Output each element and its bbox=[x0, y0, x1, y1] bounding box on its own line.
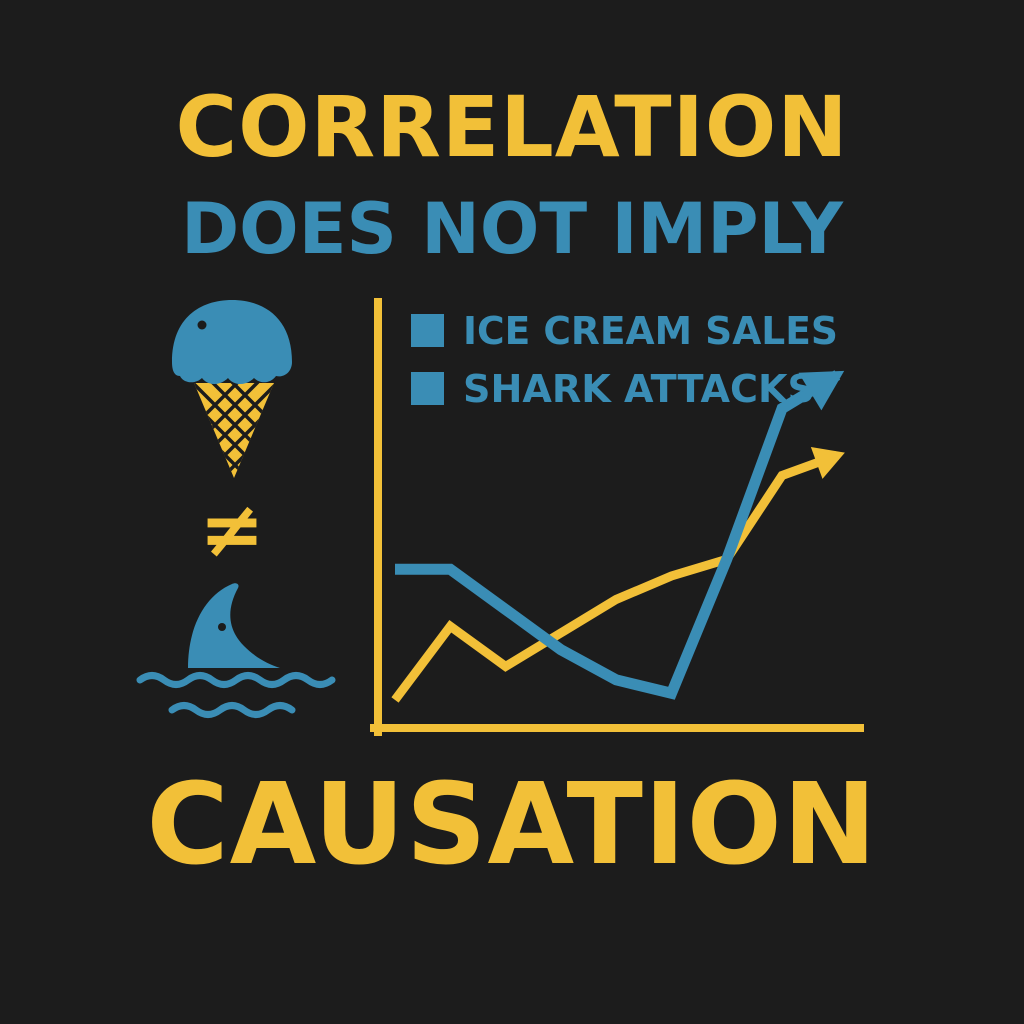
legend-label: ICE CREAM SALES bbox=[463, 309, 838, 353]
series-line bbox=[395, 370, 841, 700]
legend-swatch bbox=[411, 314, 444, 347]
chart-axes bbox=[370, 298, 864, 736]
series-ice-cream-sales bbox=[394, 370, 845, 700]
headline-correlation: CORRELATION bbox=[175, 78, 849, 176]
headline-does-not-imply: DOES NOT IMPLY bbox=[181, 188, 843, 270]
arrow-head bbox=[810, 446, 845, 479]
legend-label: SHARK ATTACKS bbox=[463, 367, 815, 411]
series-layer bbox=[391, 370, 845, 703]
arrow-head bbox=[798, 370, 845, 411]
headline-causation: CAUSATION bbox=[146, 760, 878, 890]
not-equal-icon: ≠ bbox=[199, 485, 264, 575]
series-shark-attacks bbox=[391, 446, 845, 703]
legend-swatch bbox=[411, 372, 444, 405]
chart-legend: ICE CREAM SALES SHARK ATTACKS bbox=[411, 309, 838, 411]
shark-fin-icon bbox=[136, 583, 336, 718]
